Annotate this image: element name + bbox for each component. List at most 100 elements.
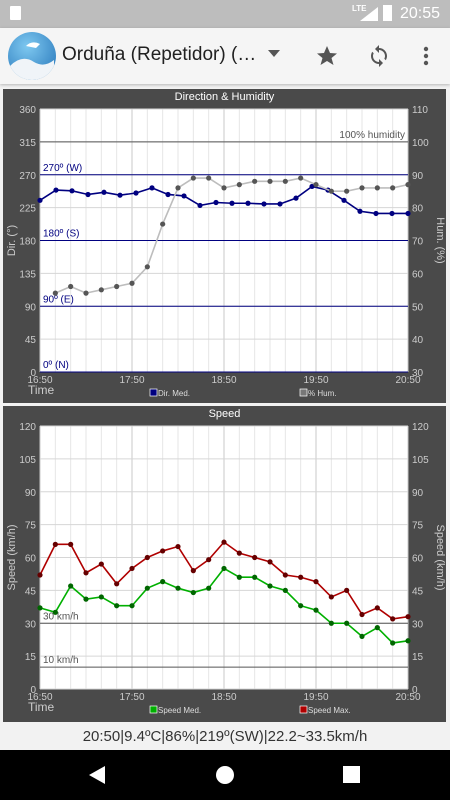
recents-icon[interactable] bbox=[343, 766, 360, 783]
network-type: LTE bbox=[352, 4, 367, 13]
y-tick-right: 120 bbox=[412, 422, 429, 433]
data-point bbox=[149, 185, 155, 191]
data-point bbox=[328, 620, 334, 626]
sd-card-icon bbox=[10, 6, 21, 20]
data-point bbox=[213, 199, 219, 206]
data-point bbox=[114, 603, 120, 609]
data-point bbox=[374, 605, 380, 611]
x-tick: 18:50 bbox=[211, 375, 236, 386]
home-icon[interactable] bbox=[215, 765, 235, 785]
data-point bbox=[68, 283, 74, 290]
data-point bbox=[298, 175, 304, 181]
data-point bbox=[236, 574, 242, 580]
legend-swatch bbox=[149, 705, 158, 714]
app-bar: Orduña (Repetidor) (… bbox=[0, 28, 450, 84]
data-point bbox=[175, 543, 181, 550]
data-point bbox=[181, 193, 187, 199]
data-point bbox=[52, 290, 58, 296]
direction-humidity-chart[interactable]: 360 110 315 100 270 90 225 80 180 70 135 60 90 50 45 40… bbox=[3, 89, 446, 403]
data-point bbox=[85, 191, 91, 198]
data-point bbox=[206, 557, 212, 563]
data-point bbox=[313, 607, 319, 613]
y-tick-left: 135 bbox=[19, 269, 36, 280]
x-tick: 17:50 bbox=[119, 375, 144, 386]
y-tick-left: 60 bbox=[25, 554, 37, 565]
x-tick: 19:50 bbox=[303, 375, 328, 386]
data-point bbox=[405, 210, 411, 217]
data-point bbox=[282, 587, 288, 593]
data-point bbox=[144, 264, 150, 270]
y-tick-right: 45 bbox=[412, 586, 424, 597]
y-tick-left: 45 bbox=[25, 586, 37, 597]
x-axis-label: Time bbox=[28, 700, 55, 714]
refresh-button[interactable] bbox=[361, 38, 397, 74]
x-tick: 16:50 bbox=[27, 692, 52, 703]
data-point bbox=[144, 585, 150, 591]
reference-label: 30 km/h bbox=[43, 611, 79, 622]
data-point bbox=[236, 182, 242, 188]
reference-label: 180º (S) bbox=[43, 229, 79, 240]
series-line bbox=[39, 185, 408, 215]
data-point bbox=[373, 210, 379, 217]
data-point bbox=[190, 589, 196, 596]
data-point bbox=[341, 197, 347, 203]
data-point bbox=[206, 175, 212, 181]
back-icon[interactable] bbox=[89, 766, 107, 784]
y-tick-right: 105 bbox=[412, 455, 429, 466]
navigation-bar bbox=[0, 750, 450, 800]
data-point bbox=[83, 570, 89, 576]
series-line bbox=[55, 177, 409, 294]
data-point bbox=[390, 616, 396, 622]
data-point bbox=[68, 541, 74, 547]
data-point bbox=[389, 210, 395, 217]
reference-label: 100% humidity bbox=[339, 130, 405, 141]
x-tick: 16:50 bbox=[27, 375, 52, 386]
data-point bbox=[160, 579, 166, 585]
data-point bbox=[282, 572, 288, 578]
y-tick-right: 30 bbox=[412, 368, 424, 379]
y-tick-right: 70 bbox=[412, 237, 424, 248]
data-point bbox=[114, 283, 120, 290]
speed-panel: Speed 120 120 105 105 90 90 75 75 60 60 45 45 30 30 15… bbox=[3, 406, 446, 722]
data-point bbox=[221, 565, 227, 572]
data-point bbox=[277, 201, 283, 207]
data-point bbox=[98, 594, 104, 600]
data-point bbox=[328, 594, 334, 600]
data-point bbox=[52, 541, 58, 547]
chart-title: Direction & Humidity bbox=[174, 91, 275, 103]
data-point bbox=[374, 625, 380, 631]
y-tick-left: 270 bbox=[19, 171, 36, 182]
y-tick-left: 30 bbox=[25, 619, 37, 630]
data-point bbox=[405, 182, 411, 188]
x-tick: 19:50 bbox=[303, 692, 328, 703]
data-point bbox=[328, 188, 334, 194]
y-tick-right: 90 bbox=[412, 488, 424, 499]
latest-reading: 20:50|9.4ºC|86%|219º(SW)|22.2~33.5km/h bbox=[0, 725, 450, 749]
y-tick-left: 90 bbox=[25, 488, 37, 499]
y-tick-left: 315 bbox=[19, 138, 36, 149]
reference-label: 270º (W) bbox=[43, 163, 82, 174]
refresh-icon bbox=[371, 45, 387, 67]
y-tick-right: 50 bbox=[412, 302, 424, 313]
data-point bbox=[37, 572, 43, 578]
y-tick-right: 60 bbox=[412, 269, 424, 280]
y-tick-left: 15 bbox=[25, 652, 37, 663]
y-tick-right: 40 bbox=[412, 335, 424, 346]
reference-label: 10 km/h bbox=[43, 655, 79, 666]
app-logo[interactable] bbox=[8, 32, 56, 80]
favorite-button[interactable] bbox=[309, 38, 345, 74]
y-tick-right: 0 bbox=[412, 685, 418, 696]
data-point bbox=[114, 581, 120, 587]
data-point bbox=[53, 187, 59, 193]
y-tick-left: 90 bbox=[25, 302, 37, 313]
page-title[interactable]: Orduña (Repetidor) (… bbox=[62, 44, 257, 65]
more-options-button[interactable] bbox=[408, 38, 444, 74]
chevron-down-icon[interactable] bbox=[268, 50, 280, 58]
y-axis-label-left: Dir. (°) bbox=[6, 225, 18, 256]
y-tick-left: 0 bbox=[30, 368, 36, 379]
legend-swatch bbox=[299, 388, 308, 397]
legend-swatch bbox=[299, 705, 308, 714]
data-point bbox=[344, 587, 350, 593]
data-point bbox=[298, 603, 304, 609]
